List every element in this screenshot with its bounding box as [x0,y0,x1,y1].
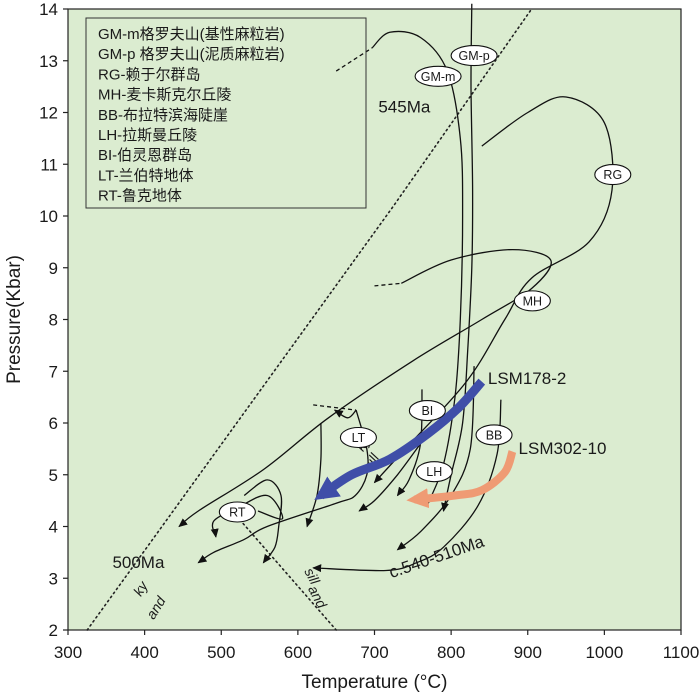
legend-entry: RT-鲁克地体 [98,188,182,205]
x-tick-label: 600 [284,643,312,662]
y-tick-label: 9 [49,259,58,278]
phase-boundary-sill-and [235,515,337,631]
pt-path-rt-upper [243,479,283,564]
site-label-bubble [475,424,513,446]
sample-label: LSM302-10 [519,439,607,458]
pt-path-gm-p [441,3,474,512]
pt-path-bb [312,399,502,573]
pt-path-lt [197,409,369,564]
legend-entry: BI-伯灵恩群岛 [98,147,192,164]
legend-entry: LH-拉斯曼丘陵 [98,127,197,144]
pt-path-mh [178,248,552,528]
x-tick-label: 500 [207,643,235,662]
y-tick-label: 3 [49,569,58,588]
plot-area [68,9,681,630]
site-label-text: LT [352,431,366,445]
pt-path-lt-upper [333,409,357,419]
legend-box [85,17,367,209]
legend-entry: BB-布拉特滨海陡崖 [98,107,228,124]
x-tick-label: 400 [130,643,158,662]
site-label-text: BI [421,404,433,418]
pt-path-gm-m [371,30,464,505]
pt-path-gm-m-dashed [335,47,373,72]
x-axis-title: Temperature (°C) [302,672,448,693]
pt-path-lt-dashed [313,404,357,411]
x-tick-label: 1100 [663,643,700,662]
site-label-text: RT [229,506,246,520]
legend-entry: MH-麦卡斯克尔丘陵 [98,87,231,104]
site-label-text: GM-m [421,70,456,84]
site-label-text: RG [603,168,622,182]
legend-entry: GM-m格罗夫山(基性麻粒岩) [98,26,285,43]
y-tick-label: 14 [39,0,58,19]
site-label-text: MH [523,294,542,308]
site-label-bubble [450,45,498,67]
x-tick-label: 700 [360,643,388,662]
y-tick-label: 2 [49,621,58,640]
y-tick-label: 12 [39,104,58,123]
y-tick-label: 10 [39,207,58,226]
site-label-text: GM-p [458,49,489,63]
y-axis-title: Pressure(Kbar) [4,255,25,384]
sample-label: LSM178-2 [488,369,566,388]
y-tick-label: 5 [49,466,58,485]
y-tick-label: 4 [49,518,58,537]
site-label-bubble [339,426,377,449]
y-tick-label: 6 [49,414,58,433]
y-tick-label: 7 [49,362,58,381]
site-label-bubble [594,164,632,186]
pt-path-rt [210,494,284,538]
age-annotation: 545Ma [378,98,431,117]
x-tick-label: 1000 [585,643,623,662]
x-tick-label: 300 [54,643,82,662]
site-label-text: BB [486,428,503,442]
sample-path-lsm302-10 [406,450,517,509]
site-label-bubble [414,65,462,87]
phase-boundary-ky-sill [86,8,533,631]
legend-entry: LT-兰伯特地体 [98,167,194,184]
legend-entry: GM-p 格罗夫山(泥质麻粒岩) [98,46,285,63]
y-tick-label: 8 [49,311,58,330]
x-tick-label: 900 [514,643,542,662]
pt-path-bi-lower [358,443,422,512]
legend-entry: RG-赖于尔群岛 [98,66,201,83]
site-label-bubble [513,290,551,312]
site-label-bubble [218,501,256,523]
age-annotation: 500Ma [112,553,165,572]
site-label-bubble [415,461,453,483]
pt-path-rg [373,96,614,484]
x-tick-label: 800 [437,643,465,662]
site-label-bubble [408,400,446,422]
pt-path-mh-dashed [374,282,402,287]
sample-path-lsm178-2 [314,378,486,501]
y-tick-label: 11 [40,155,58,174]
y-tick-label: 13 [39,52,58,71]
site-label-text: LH [426,465,442,479]
